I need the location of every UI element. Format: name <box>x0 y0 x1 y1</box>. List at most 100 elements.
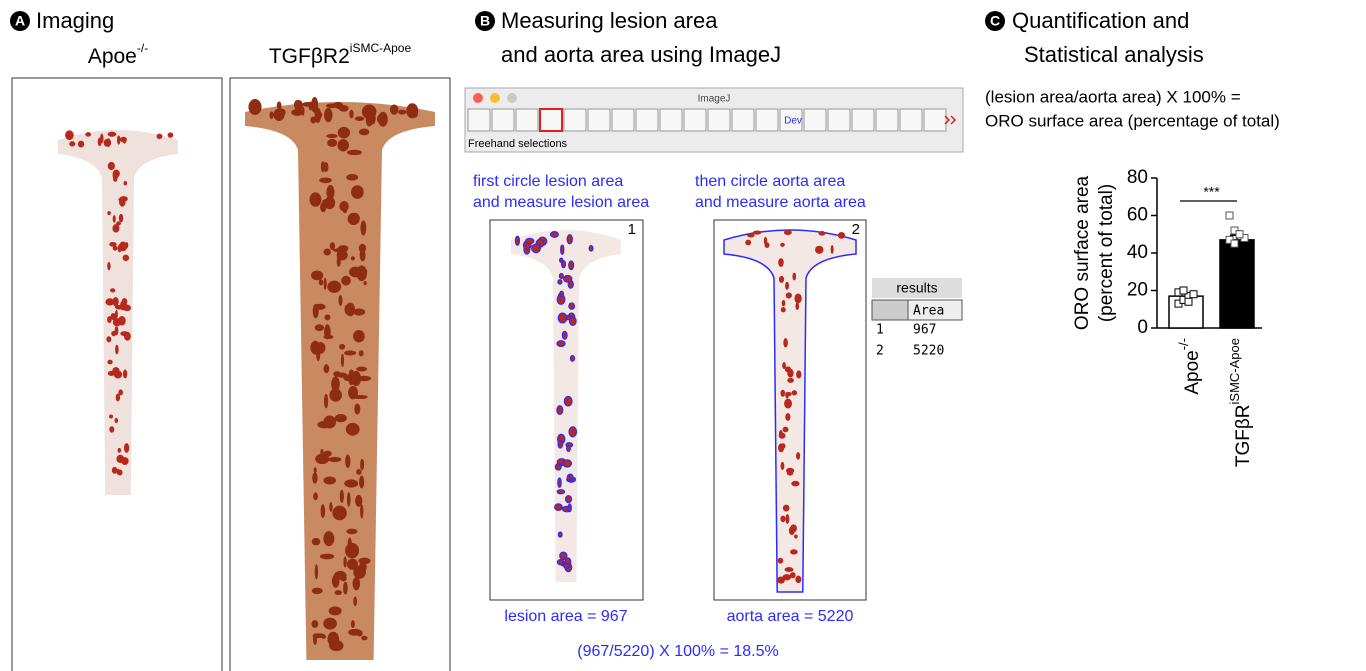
lesion-spot <box>780 390 785 397</box>
lesion-spot <box>119 197 126 207</box>
lesion-spot <box>779 430 783 438</box>
bar-chart: 020406080ORO surface area(percent of tot… <box>1072 167 1262 467</box>
tool-label: Dev <box>784 116 802 127</box>
tool-button <box>468 109 490 131</box>
lesion-spot <box>561 245 564 254</box>
lesion-spot <box>353 596 357 606</box>
lesion-spot <box>321 504 326 518</box>
lesion-spot <box>341 276 351 286</box>
panel-letter: A <box>15 13 25 29</box>
lesion-spot <box>783 338 788 347</box>
y-tick-label: 60 <box>1127 205 1148 226</box>
y-axis-label: (percent of total) <box>1096 184 1117 322</box>
lesion-spot <box>359 128 369 135</box>
lesion-spot <box>390 105 399 115</box>
lesion-spot <box>108 132 117 137</box>
lesion-spot <box>310 341 320 355</box>
lesion-spot <box>351 620 355 628</box>
lesion-spot <box>324 278 327 290</box>
lesion-spot <box>794 293 801 303</box>
lesion-spot <box>343 582 348 595</box>
lesion-spot <box>338 127 350 139</box>
lesion-spot <box>353 395 368 399</box>
lesion-spot <box>564 396 572 406</box>
tool-button <box>540 109 562 131</box>
lesion-spot <box>558 280 562 284</box>
lesion-spot <box>356 367 367 372</box>
lesion-spot <box>567 235 572 244</box>
lesion-spot <box>557 490 564 494</box>
lesion-spot <box>785 514 789 524</box>
table-title: results <box>896 280 937 296</box>
lesion-spot <box>778 443 784 452</box>
tool-button <box>828 109 850 131</box>
tool-button <box>924 109 946 131</box>
lesion-spot <box>795 302 799 310</box>
lesion-spot <box>123 369 127 378</box>
lesion-spot <box>787 470 794 475</box>
y-axis-label: ORO surface area <box>1072 175 1093 330</box>
toolbar: Dev <box>468 109 955 131</box>
lesion-spot <box>359 350 364 356</box>
lesion-spot <box>157 134 163 139</box>
lesion-spot <box>269 111 273 119</box>
lesion-spot <box>333 248 348 252</box>
lesion-spot <box>569 427 576 437</box>
lesion-spot <box>360 505 363 519</box>
lesion-spot <box>120 137 127 143</box>
lesion-spot <box>343 208 347 213</box>
lesion-spot <box>778 258 784 267</box>
lesion-spot <box>312 588 323 594</box>
image-label: TGFβR2iSMC-Apoe <box>269 41 412 67</box>
lesion-spot <box>308 102 312 111</box>
table-cell: 5220 <box>913 344 944 359</box>
lesion-spot <box>569 474 573 480</box>
lesion-spot <box>779 276 784 283</box>
lesion-spot <box>526 238 534 243</box>
lesion-spot <box>560 291 564 297</box>
lesion-spot <box>378 112 388 127</box>
label-sup: -/- <box>137 41 148 55</box>
window-button <box>473 93 483 103</box>
label: TGFβR <box>1233 404 1254 467</box>
lesion-spot <box>357 630 363 636</box>
y-tick-label: 80 <box>1127 167 1148 188</box>
tool-button <box>516 109 538 131</box>
lesion-spot <box>555 504 563 510</box>
lesion-spot <box>558 478 561 487</box>
step-text: and measure aorta area <box>695 194 866 211</box>
lesion-spot <box>347 492 351 507</box>
lesion-spot <box>339 295 343 306</box>
window-button <box>507 93 517 103</box>
image-label: Apoe-/- <box>88 41 148 67</box>
lesion-spot <box>124 181 127 185</box>
lesion-spot <box>116 394 120 402</box>
lesion-spot <box>118 469 123 475</box>
lesion-spot <box>315 564 318 579</box>
step-text: first circle lesion area <box>473 173 623 190</box>
tool-button <box>732 109 754 131</box>
lesion-spot <box>831 245 834 254</box>
lesion-spot <box>311 270 323 280</box>
lesion-spot <box>123 255 130 261</box>
tool-button <box>876 109 898 131</box>
lesion-spot <box>780 516 785 523</box>
data-point <box>1180 287 1187 294</box>
data-point <box>1185 298 1192 305</box>
panel-title: Quantification and <box>1012 8 1189 33</box>
lesion-spot <box>323 451 331 457</box>
lesion-spot <box>323 476 336 484</box>
lesion-spot <box>125 242 128 248</box>
lesion-spot <box>313 492 318 500</box>
table-cell: 967 <box>913 323 936 338</box>
lesion-spot <box>344 479 358 487</box>
lesion-spot <box>168 132 174 137</box>
bar <box>1220 240 1254 328</box>
lesion-spot <box>348 213 360 225</box>
lesion-spot <box>332 506 346 521</box>
lesion-spot <box>589 246 593 251</box>
lesion-spot <box>796 370 801 378</box>
lesion-spot <box>780 243 785 247</box>
lesion-spot <box>364 281 367 285</box>
lesion-spot <box>326 134 337 138</box>
